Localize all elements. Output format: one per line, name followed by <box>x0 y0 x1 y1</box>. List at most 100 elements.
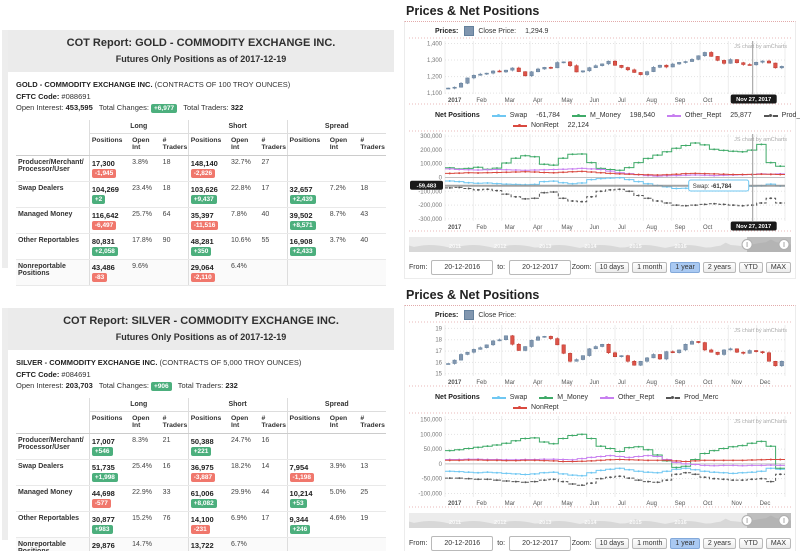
zoom-buttons: 10 days 1 month 1 year 2 years YTD MAX <box>592 538 791 549</box>
cftc-code: #088691 <box>61 91 91 101</box>
change-badge: +8,082 <box>190 498 217 508</box>
zoom-button-ytd[interactable]: YTD <box>738 262 763 273</box>
positions-cell: 30,877 +983 <box>88 511 131 538</box>
cftc-label: CFTC Code: <box>16 91 60 101</box>
change-badge: +350 <box>190 246 212 256</box>
open-int-cell: 25.4% <box>130 459 161 486</box>
silver-price-plot: 19 18 17 16 15 2017 Feb Mar Apr May Jun Jul Aug Sep Oc… <box>409 321 791 387</box>
positions-cell: 44,698 -577 <box>88 485 131 512</box>
svg-text:Jun: Jun <box>590 501 600 507</box>
zoom-button-1-month[interactable]: 1 month <box>632 262 668 273</box>
legend-series-label[interactable]: Close Price: <box>478 27 517 35</box>
row-label: Managed Money <box>16 485 90 512</box>
traders-cell: 25 <box>358 485 386 512</box>
column-header-open-int: Open Int <box>228 411 260 434</box>
change-badge: +1,998 <box>91 472 118 482</box>
zoom-button-ytd[interactable]: YTD <box>738 538 763 549</box>
legend-label: Other_Rept <box>685 112 722 119</box>
traders-cell <box>259 537 288 551</box>
legend-key: Prices: <box>435 311 459 319</box>
zoom-button-2-years[interactable]: 2 years <box>702 262 736 273</box>
from-date-input[interactable] <box>431 536 494 551</box>
from-label: From: <box>409 264 428 271</box>
legend-item-prod-merc[interactable]: Prod_Merc-184,757 <box>763 112 800 119</box>
change-badge: +2 <box>91 194 106 204</box>
to-date-input[interactable] <box>509 260 572 275</box>
legend-item-other-rept[interactable]: Other_Rept <box>599 394 654 401</box>
zoom-button-max[interactable]: MAX <box>765 538 791 549</box>
silver-chart-card: Prices: Close Price: 19 18 17 16 15 2017 Feb Mar… <box>404 305 796 551</box>
svg-text:Feb: Feb <box>476 501 487 507</box>
legend-item-other-rept[interactable]: Other_Rept 25,877 <box>667 112 752 119</box>
silver-charts-panel: Prices & Net Positions Prices: Close Pric… <box>404 288 796 551</box>
svg-text:May: May <box>561 98 572 104</box>
traders-cell: 14 <box>259 459 288 486</box>
table-row-other: Other Reportables 80,831 +2,058 17.8% 90 48,2… <box>16 233 386 260</box>
group-header-long: Long <box>88 397 189 412</box>
zoom-button-max[interactable]: MAX <box>765 262 791 273</box>
group-header-row: Long Short Spread <box>16 397 386 412</box>
gold-chart-scrollbar[interactable]: 2011 2012 2013 2014 2015 2016 <box>409 237 791 257</box>
svg-text:Oct: Oct <box>703 380 713 386</box>
column-header--traders: # Traders <box>160 133 189 156</box>
svg-text:0: 0 <box>439 462 443 468</box>
legend-item-nonrept[interactable]: NonRept 22,124 <box>513 122 589 129</box>
group-header-long: Long <box>88 119 189 134</box>
traders-cell: 90 <box>160 233 189 260</box>
to-label: to: <box>497 540 506 547</box>
zoom-button-10-days[interactable]: 10 days <box>594 262 630 273</box>
open-int-cell: 32.7% <box>228 155 260 182</box>
legend-series-label[interactable]: Close Price: <box>478 311 517 319</box>
open-int-cell: 4.6% <box>327 511 359 538</box>
gold-report-header: COT Report: GOLD - COMMODITY EXCHANGE IN… <box>8 30 394 72</box>
zoom-button-1-month[interactable]: 1 month <box>632 538 668 549</box>
panel-title: Prices & Net Positions <box>406 4 540 18</box>
group-header-row: Long Short Spread <box>16 119 386 134</box>
legend-item-m-money[interactable]: M_Money 198,540 <box>572 112 655 119</box>
silver-chart-scrollbar[interactable]: 2011 2012 2013 2014 2015 2016 <box>409 513 791 533</box>
svg-text:2013: 2013 <box>539 520 551 526</box>
positions-cell: 104,269 +2 <box>88 181 131 208</box>
zoom-button-2-years[interactable]: 2 years <box>702 538 736 549</box>
traders-cell: 13 <box>358 459 386 486</box>
table-row-nonreportable: Nonreportable Positions 43,486 -83 9.6% 29,0… <box>16 259 386 286</box>
legend-item-nonrept[interactable]: NonRept <box>513 404 559 411</box>
table-row-managed: Managed Money 116,642 -6,497 25.7% 64 35,397-… <box>16 207 386 234</box>
legend-label: Swap <box>509 112 528 119</box>
legend-item-prod-merc[interactable]: Prod_Merc <box>666 394 718 401</box>
open-int-cell: 29.9% <box>228 485 260 512</box>
column-header-open-int: Open Int <box>130 411 161 434</box>
positions-cell: 39,502 +8,571 <box>286 207 328 234</box>
legend-item-swap[interactable]: Swap -61,784 <box>491 112 560 119</box>
open-int-cell: 6.4% <box>228 259 260 286</box>
row-label: Swap Dealers <box>16 181 90 208</box>
column-header--traders: # Traders <box>259 411 288 434</box>
gold-chart-card: Prices: Close Price: 1,294.9 1,400 1,300 1,2… <box>404 21 800 279</box>
zoom-button-10-days[interactable]: 10 days <box>594 538 630 549</box>
from-date-input[interactable] <box>431 260 494 275</box>
svg-text:16: 16 <box>435 360 442 366</box>
column-header-open-int: Open Int <box>130 133 161 156</box>
zoom-button-1-year[interactable]: 1 year <box>670 538 700 549</box>
traders-cell <box>259 259 288 286</box>
svg-text:2013: 2013 <box>539 244 551 250</box>
table-row-producer-merchant-: Producer/Merchant/ Processor/User 17,007 +… <box>16 433 386 460</box>
column-header-open-int: Open Int <box>327 133 359 156</box>
open-int-cell: 8.7% <box>327 207 359 234</box>
svg-text:Aug: Aug <box>646 225 657 231</box>
to-date-input[interactable] <box>509 536 572 551</box>
legend-item-m-money[interactable]: M_Money <box>539 394 588 401</box>
legend-label: Prod_Merc <box>781 112 800 119</box>
svg-text:2011: 2011 <box>449 520 461 526</box>
legend-marker-icon <box>518 406 521 409</box>
positions-cell: 29,876-1,143 <box>88 537 131 551</box>
positions-cell: 48,281 +350 <box>187 233 229 260</box>
legend-marker-icon <box>768 114 772 117</box>
close-price-swatch-icon[interactable] <box>464 26 475 36</box>
open-int-cell: 7.2% <box>327 181 359 208</box>
table-row-producer-merchant-: Producer/Merchant/ Processor/User 17,300-… <box>16 155 386 182</box>
zoom-button-1-year[interactable]: 1 year <box>670 262 700 273</box>
close-price-swatch-icon[interactable] <box>464 310 475 320</box>
legend-item-swap[interactable]: Swap <box>491 394 527 401</box>
svg-text:2016: 2016 <box>674 520 686 526</box>
